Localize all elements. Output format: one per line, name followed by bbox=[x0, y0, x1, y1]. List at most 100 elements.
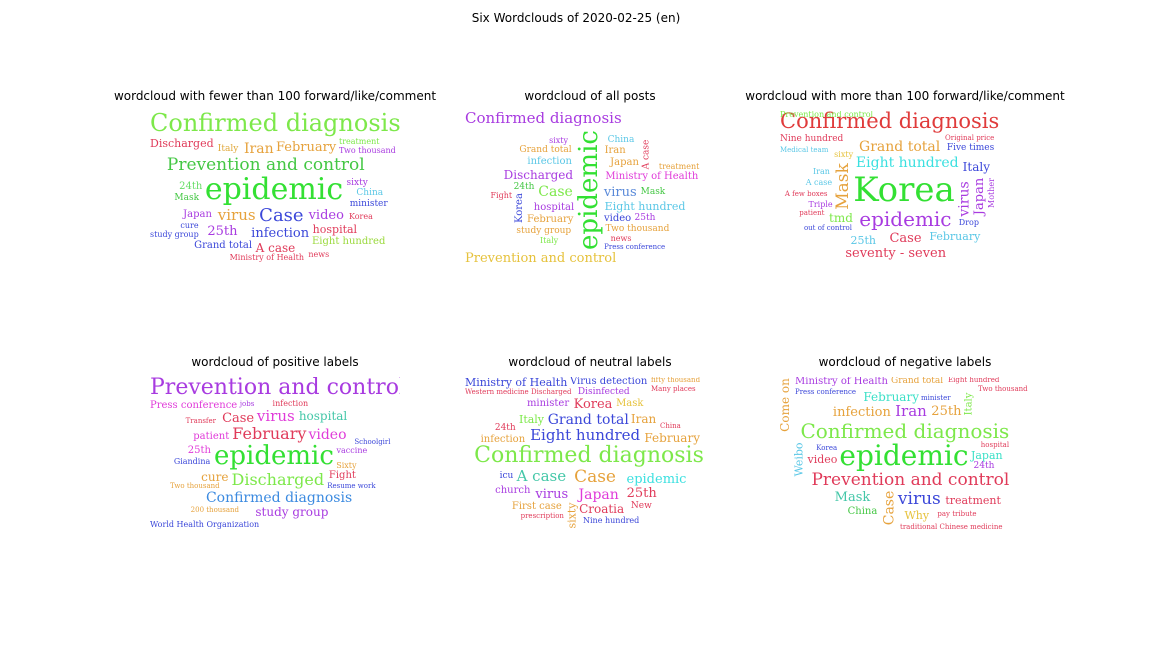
wordcloud-word: Ministry of Health bbox=[605, 170, 699, 182]
wordcloud-word: virus bbox=[217, 205, 256, 224]
wordcloud-word: Korea bbox=[853, 170, 955, 211]
wordcloud-word: patient bbox=[193, 430, 230, 442]
panel-title: wordcloud of negative labels bbox=[818, 355, 992, 369]
wordcloud-word: A case bbox=[641, 140, 652, 170]
wordcloud-panel-negative: wordcloud of negative labels epidemic Con… bbox=[780, 355, 1030, 595]
wordcloud-word: infection bbox=[832, 405, 891, 421]
wordcloud-word: hospital bbox=[312, 223, 358, 237]
wordcloud-word: out of control bbox=[803, 224, 852, 233]
wordcloud-word: Grand total bbox=[891, 377, 944, 386]
wordcloud-word: Prevention and control bbox=[150, 377, 400, 400]
wordcloud-word: epidemic bbox=[839, 439, 969, 473]
wordcloud-word: Nine hundred bbox=[583, 516, 640, 526]
wordcloud-word: February bbox=[527, 214, 574, 226]
wordcloud-word: Press conference bbox=[795, 388, 857, 396]
wordcloud-word: World Health Organization bbox=[150, 520, 260, 529]
wordcloud-word: prescription bbox=[520, 512, 564, 521]
wordcloud-word: 25th bbox=[207, 223, 238, 239]
wordcloud-word: Iran bbox=[604, 144, 626, 156]
wordcloud-word: Fight bbox=[328, 469, 356, 481]
wordcloud-word: Virus detection bbox=[570, 377, 648, 387]
wordcloud-word: Case bbox=[259, 205, 304, 227]
wordcloud-word: Two thousand bbox=[605, 223, 670, 234]
wordcloud-word: hospital bbox=[298, 408, 348, 423]
wordcloud-word: sixty bbox=[565, 502, 579, 529]
wordcloud-word: Korea bbox=[514, 193, 526, 224]
wordcloud-word: Disinfected bbox=[577, 387, 630, 398]
wordcloud-word: virus bbox=[603, 184, 637, 200]
wordcloud-word: Mask bbox=[834, 489, 871, 505]
wordcloud-word: virus bbox=[256, 407, 295, 426]
wordcloud-word: 24th bbox=[513, 181, 535, 192]
wordcloud-0: epidemic Confirmed diagnosis Case Preventio… bbox=[150, 111, 400, 271]
figure-title: Six Wordclouds of 2020-02-25 (en) bbox=[471, 11, 681, 25]
wordcloud-word: Many places bbox=[651, 385, 696, 393]
wordcloud-word: Medical team bbox=[780, 146, 829, 154]
wordcloud-word: Discharged bbox=[231, 470, 325, 490]
wordcloud-word: Nine hundred bbox=[780, 134, 844, 144]
wordcloud-word: hospital bbox=[533, 202, 575, 214]
wordcloud-panel-neutral: wordcloud of neutral labels Confirmed di… bbox=[465, 355, 715, 595]
wordcloud-word: 25th bbox=[187, 445, 211, 457]
wordcloud-word: infection bbox=[480, 433, 526, 445]
wordcloud-word: Grand total bbox=[519, 145, 572, 156]
wordcloud-word: Case bbox=[538, 183, 573, 200]
wordcloud-word: study group bbox=[255, 504, 329, 519]
wordcloud-word: infection bbox=[272, 399, 309, 409]
wordcloud-word: treatment bbox=[945, 493, 1001, 507]
wordcloud-word: Original price bbox=[945, 134, 995, 142]
wordcloud-word: Confirmed diagnosis bbox=[465, 111, 622, 127]
wordcloud-word: Drop bbox=[958, 217, 979, 227]
panel-title: wordcloud of neutral labels bbox=[508, 355, 672, 369]
wordcloud-word: Eight hundred bbox=[530, 425, 641, 444]
wordcloud-word: 25th bbox=[850, 233, 877, 247]
wordcloud-word: 25th bbox=[626, 485, 657, 501]
wordcloud-word: Mask bbox=[616, 397, 644, 409]
wordcloud-word: treatment bbox=[339, 137, 380, 146]
wordcloud-word: 24th bbox=[494, 422, 516, 433]
wordcloud-word: Discharged bbox=[503, 167, 574, 182]
wordcloud-word: Five times bbox=[946, 143, 995, 154]
wordcloud-word: Italy bbox=[963, 392, 975, 416]
wordcloud-word: Japan bbox=[610, 156, 639, 168]
wordcloud-word: video bbox=[308, 426, 347, 443]
wordcloud-word: sixty bbox=[834, 149, 854, 159]
wordcloud-word: seventy - seven bbox=[845, 246, 947, 262]
wordcloud-word: minister bbox=[526, 398, 570, 410]
wordcloud-word: Prevention and control bbox=[780, 111, 874, 119]
wordcloud-word: 25th bbox=[634, 213, 656, 224]
wordcloud-word: Case bbox=[889, 231, 922, 247]
wordcloud-panel-positive: wordcloud of positive labels epidemic Pre… bbox=[150, 355, 400, 595]
wordcloud-word: Eight hundred bbox=[855, 155, 959, 172]
wordcloud-word: vaccine bbox=[336, 445, 368, 455]
wordcloud-word: virus bbox=[897, 488, 941, 509]
wordcloud-word: epidemic bbox=[214, 441, 334, 472]
wordcloud-word: fifty thousand bbox=[651, 377, 701, 384]
wordcloud-word: Japan bbox=[578, 486, 619, 503]
wordcloud-word: Korea bbox=[348, 212, 373, 222]
wordcloud-5: epidemic Confirmed diagnosis Prevention an… bbox=[780, 377, 1030, 537]
wordcloud-word: news bbox=[308, 249, 330, 259]
wordcloud-word: Croatia bbox=[579, 501, 625, 516]
wordcloud-word: Fight bbox=[490, 191, 513, 201]
wordcloud-word: Grand total bbox=[194, 240, 253, 252]
wordcloud-word: cure bbox=[180, 220, 199, 230]
wordcloud-word: Eight hundred bbox=[948, 377, 1000, 384]
wordcloud-word: sixty bbox=[346, 177, 368, 188]
wordcloud-word: Schoolgirl bbox=[354, 437, 391, 446]
wordcloud-word: Iran bbox=[895, 402, 927, 421]
wordcloud-word: Western medicine bbox=[465, 388, 529, 396]
wordcloud-word: cure bbox=[201, 469, 229, 484]
wordcloud-word: Japan bbox=[970, 448, 1003, 462]
wordcloud-word: epidemic bbox=[204, 172, 344, 208]
wordcloud-word: Weibo bbox=[792, 442, 806, 477]
wordcloud-word: Italy bbox=[539, 236, 559, 246]
wordcloud-word: infection bbox=[251, 226, 310, 242]
panel-title: wordcloud of all posts bbox=[524, 89, 656, 103]
wordcloud-word: Mother bbox=[987, 178, 997, 209]
wordcloud-word: video bbox=[308, 207, 344, 223]
wordcloud-word: Resume work bbox=[327, 482, 376, 491]
wordcloud-word: Grand total bbox=[859, 138, 941, 155]
wordcloud-word: virus bbox=[535, 486, 569, 502]
panel-title: wordcloud with fewer than 100 forward/li… bbox=[113, 89, 437, 103]
